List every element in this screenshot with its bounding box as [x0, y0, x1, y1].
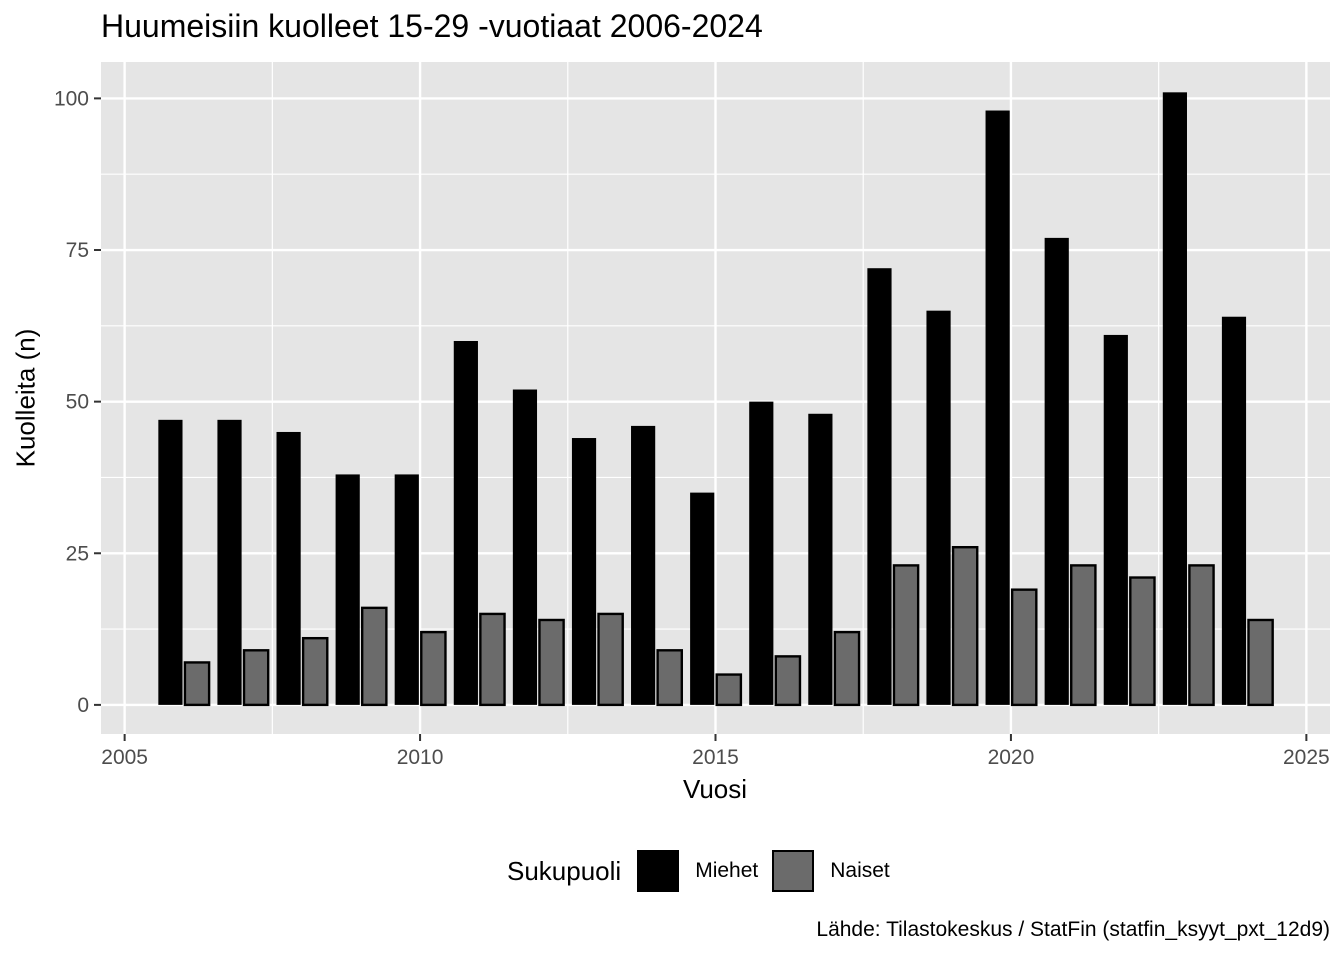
bar-miehet-2009: [335, 474, 360, 705]
bar-miehet-2022: [1103, 334, 1128, 705]
x-tick-label: 2015: [692, 746, 739, 769]
bar-miehet-2024: [1221, 316, 1247, 705]
bar-naiset-2017: [833, 630, 861, 707]
legend-title: Sukupuoli: [507, 855, 622, 886]
bar-naiset-2019: [951, 545, 979, 707]
x-tick-label: 2025: [1283, 746, 1330, 769]
y-tick-label: 0: [77, 694, 89, 717]
bar-miehet-2014: [631, 425, 656, 705]
bar-naiset-2007: [242, 649, 270, 707]
legend-key-naiset: [772, 850, 815, 892]
y-tick-label: 75: [66, 239, 89, 262]
y-tick-label: 50: [66, 391, 89, 414]
bar-miehet-2023: [1162, 92, 1187, 705]
legend-item-miehet: Miehet: [637, 850, 758, 892]
bar-naiset-2014: [656, 649, 684, 707]
x-tick-label: 2005: [101, 746, 148, 769]
bar-naiset-2023: [1188, 564, 1215, 707]
x-tick-label: 2010: [397, 746, 444, 769]
bar-miehet-2020: [985, 110, 1010, 705]
bar-miehet-2006: [158, 419, 183, 705]
bar-miehet-2016: [749, 401, 774, 705]
bar-miehet-2011: [453, 340, 478, 705]
legend-label-naiset: Naiset: [830, 859, 890, 882]
bar-naiset-2020: [1010, 588, 1038, 707]
x-tick-label: 2020: [988, 746, 1035, 769]
bar-naiset-2024: [1247, 618, 1274, 707]
bar-naiset-2006: [183, 661, 211, 707]
legend-item-naiset: Naiset: [772, 850, 890, 892]
bar-naiset-2021: [1070, 564, 1097, 707]
bar-miehet-2012: [512, 389, 538, 705]
y-tick-label: 25: [66, 542, 89, 565]
bar-naiset-2012: [538, 618, 565, 707]
bar-miehet-2010: [394, 474, 419, 705]
bar-miehet-2007: [217, 419, 242, 705]
y-axis-label: Kuolleita (n): [10, 328, 41, 468]
bar-naiset-2011: [479, 612, 506, 707]
bar-naiset-2009: [360, 606, 388, 707]
bar-naiset-2008: [301, 636, 329, 707]
bar-naiset-2022: [1129, 576, 1156, 707]
bar-miehet-2017: [808, 413, 833, 705]
bar-naiset-2018: [892, 564, 920, 707]
bar-naiset-2013: [597, 612, 624, 707]
chart-title: Huumeisiin kuolleet 15-29 -vuotiaat 2006…: [101, 8, 763, 44]
bar-miehet-2015: [690, 492, 715, 705]
legend: Sukupuoli Miehet Naiset: [507, 848, 904, 894]
bar-miehet-2008: [276, 431, 301, 705]
bar-miehet-2019: [926, 310, 951, 705]
bar-miehet-2013: [571, 438, 597, 705]
y-tick-label: 100: [54, 87, 89, 110]
bar-naiset-2015: [715, 673, 743, 707]
legend-key-miehet: [637, 850, 680, 892]
x-axis-label: Vuosi: [682, 774, 748, 804]
bar-miehet-2021: [1044, 237, 1069, 705]
bar-naiset-2010: [420, 630, 447, 707]
legend-label-miehet: Miehet: [695, 859, 759, 882]
bar-naiset-2016: [774, 655, 802, 707]
source-caption: Lähde: Tilastokeskus / StatFin (statfin_…: [816, 918, 1330, 941]
bar-miehet-2018: [867, 268, 892, 705]
